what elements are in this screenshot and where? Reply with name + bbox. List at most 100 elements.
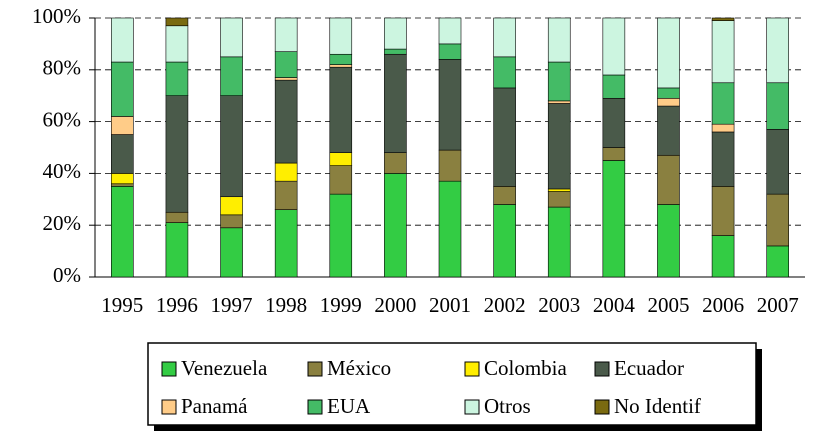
bar-segment xyxy=(329,165,353,195)
x-tick-label: 2000 xyxy=(374,293,416,317)
bar-segment xyxy=(493,87,516,187)
bar-segment xyxy=(711,20,735,84)
legend-swatch xyxy=(307,399,323,415)
bar-segment xyxy=(438,59,462,151)
bar-segment xyxy=(111,61,134,117)
y-tick-label: 0% xyxy=(53,263,81,287)
bar-segment xyxy=(547,17,571,63)
bar-segment xyxy=(274,79,298,164)
bar-segment xyxy=(438,43,462,60)
bar-segment xyxy=(274,77,298,81)
bar-segment xyxy=(711,131,735,187)
y-tick-label: 40% xyxy=(43,159,82,183)
x-tick-label: 1998 xyxy=(265,293,307,317)
bar-segment xyxy=(657,97,680,107)
bar-segment xyxy=(547,61,571,102)
legend-label: Otros xyxy=(484,394,531,418)
legend-label: Venezuela xyxy=(181,356,268,380)
bar-segment xyxy=(165,222,189,278)
bar-segment xyxy=(329,53,353,65)
bar-segment xyxy=(111,17,134,63)
x-tick-label: 2003 xyxy=(538,293,580,317)
bar-segment xyxy=(329,152,353,166)
bar-segment xyxy=(111,116,134,135)
bar-segment xyxy=(111,134,134,174)
y-tick-label: 100% xyxy=(32,4,81,28)
bar-segment xyxy=(438,180,462,278)
y-tick-label: 80% xyxy=(43,56,82,80)
legend-swatch xyxy=(594,399,610,415)
legend-label: No Identif xyxy=(614,394,701,418)
bar-segment xyxy=(274,17,298,52)
bar-segment xyxy=(547,103,571,190)
bar-segment xyxy=(274,180,298,210)
legend-label: EUA xyxy=(327,394,371,418)
bar-segment xyxy=(384,53,407,153)
legend-swatch xyxy=(161,361,177,377)
x-tick-label: 1999 xyxy=(320,293,362,317)
bar-segment xyxy=(493,186,516,205)
bar-segment xyxy=(384,17,407,50)
bar-segment xyxy=(602,160,626,278)
bar-segment xyxy=(602,97,626,148)
bar-segment xyxy=(547,100,571,104)
bar-segment xyxy=(493,17,516,58)
legend-swatch xyxy=(161,399,177,415)
legend-label: México xyxy=(327,356,391,380)
bar-segment xyxy=(657,105,680,156)
x-tick-label: 2005 xyxy=(647,293,689,317)
bar-segment xyxy=(329,193,353,278)
bar-segment xyxy=(384,173,407,278)
x-tick-label: 2002 xyxy=(484,293,526,317)
bar-segment xyxy=(384,152,407,174)
bar-segment xyxy=(602,74,626,99)
bar-segment xyxy=(329,17,353,55)
bar-segment xyxy=(711,186,735,236)
bar-segment xyxy=(766,193,789,247)
bar-segment xyxy=(165,211,189,223)
bar-segment xyxy=(329,64,353,68)
bar-segment xyxy=(547,206,571,278)
bar-segment xyxy=(274,162,298,182)
bar-segment xyxy=(766,82,789,130)
bar-segment xyxy=(711,82,735,125)
bar-segment xyxy=(220,196,243,216)
legend-label: Panamá xyxy=(181,394,248,418)
bar-segment xyxy=(766,17,789,84)
x-tick-label: 2007 xyxy=(757,293,799,317)
bar-segment xyxy=(438,149,462,182)
bar-segment xyxy=(766,245,789,278)
bar-segment xyxy=(657,87,680,99)
bar-segment xyxy=(220,214,243,229)
x-tick-label: 1997 xyxy=(211,293,253,317)
bar-segment xyxy=(657,154,680,205)
bar-segment xyxy=(547,188,571,192)
bar-segment xyxy=(711,17,735,21)
bar-segment xyxy=(493,56,516,89)
bar-segment xyxy=(220,56,243,96)
legend-label: Colombia xyxy=(484,356,568,380)
bar-segment xyxy=(165,95,189,213)
bar-segment xyxy=(711,235,735,278)
bar-segment xyxy=(165,17,189,27)
bar-segment xyxy=(766,129,789,195)
bar-segment xyxy=(111,186,134,278)
legend-label: Ecuador xyxy=(614,356,684,380)
bar-segment xyxy=(657,17,680,89)
legend-swatch xyxy=(464,361,480,377)
bar-segment xyxy=(274,51,298,78)
y-tick-label: 60% xyxy=(43,107,82,131)
bar-segment xyxy=(602,17,626,76)
bar-segment xyxy=(438,17,462,45)
x-tick-label: 1996 xyxy=(156,293,198,317)
x-tick-label: 2001 xyxy=(429,293,471,317)
legend-box xyxy=(147,342,757,426)
bar-segment xyxy=(602,147,626,161)
legend-swatch xyxy=(594,361,610,377)
bar-segment xyxy=(329,66,353,153)
bar-segment xyxy=(711,123,735,133)
x-tick-label: 2006 xyxy=(702,293,744,317)
bar-segment xyxy=(220,95,243,198)
legend-swatch xyxy=(464,399,480,415)
